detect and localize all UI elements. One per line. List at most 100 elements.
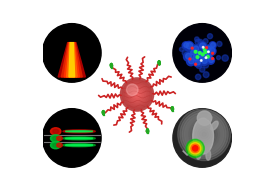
Ellipse shape (50, 128, 61, 135)
Circle shape (212, 52, 213, 54)
Circle shape (200, 51, 204, 55)
Circle shape (202, 46, 204, 48)
Circle shape (195, 125, 213, 143)
Circle shape (209, 48, 215, 53)
Ellipse shape (50, 135, 61, 142)
Circle shape (185, 43, 191, 49)
Circle shape (127, 84, 138, 96)
Circle shape (202, 52, 208, 57)
Circle shape (206, 54, 211, 59)
Circle shape (124, 81, 150, 108)
Circle shape (193, 123, 215, 145)
Circle shape (216, 56, 221, 60)
Circle shape (195, 74, 201, 80)
Polygon shape (61, 43, 82, 77)
Circle shape (200, 57, 208, 65)
Circle shape (193, 55, 198, 60)
Circle shape (198, 42, 207, 51)
Circle shape (130, 88, 144, 101)
Circle shape (189, 58, 191, 60)
Circle shape (178, 108, 230, 160)
Circle shape (193, 46, 199, 51)
Ellipse shape (57, 143, 62, 147)
Circle shape (198, 39, 203, 44)
Circle shape (202, 132, 206, 136)
Circle shape (209, 42, 216, 49)
Circle shape (205, 52, 210, 57)
Circle shape (205, 57, 207, 58)
Circle shape (134, 91, 140, 98)
Circle shape (194, 50, 197, 53)
Circle shape (42, 109, 101, 167)
Circle shape (201, 49, 209, 57)
Circle shape (200, 130, 209, 139)
Circle shape (204, 45, 212, 53)
Circle shape (222, 55, 228, 61)
Circle shape (207, 57, 215, 64)
Circle shape (184, 43, 189, 47)
Circle shape (127, 84, 147, 105)
Circle shape (186, 43, 193, 49)
Circle shape (198, 51, 203, 55)
Ellipse shape (65, 131, 93, 132)
Circle shape (197, 60, 204, 66)
Circle shape (129, 86, 145, 103)
Circle shape (198, 52, 201, 54)
Circle shape (120, 78, 154, 111)
Circle shape (203, 72, 209, 77)
Circle shape (207, 55, 209, 58)
Circle shape (200, 43, 206, 49)
Circle shape (203, 39, 208, 44)
Circle shape (201, 60, 202, 61)
Circle shape (203, 63, 209, 68)
Circle shape (187, 57, 195, 66)
Ellipse shape (193, 118, 213, 154)
Ellipse shape (53, 136, 59, 140)
Ellipse shape (53, 143, 59, 147)
Polygon shape (69, 43, 75, 77)
Ellipse shape (63, 144, 95, 147)
Circle shape (189, 49, 196, 57)
Circle shape (122, 80, 152, 109)
Circle shape (198, 53, 206, 61)
Ellipse shape (211, 121, 218, 130)
Circle shape (206, 46, 211, 51)
Circle shape (191, 47, 193, 49)
Circle shape (191, 50, 196, 55)
Ellipse shape (196, 149, 201, 159)
Circle shape (209, 58, 213, 63)
Circle shape (190, 44, 196, 50)
Circle shape (207, 34, 213, 39)
Circle shape (187, 117, 222, 152)
Circle shape (195, 37, 199, 41)
Circle shape (198, 128, 211, 141)
Circle shape (212, 58, 213, 60)
Circle shape (204, 51, 207, 53)
Circle shape (132, 90, 142, 99)
Circle shape (193, 59, 201, 67)
Circle shape (202, 58, 207, 64)
Circle shape (200, 50, 206, 56)
Circle shape (193, 146, 198, 151)
Circle shape (205, 53, 212, 60)
Circle shape (200, 67, 205, 72)
Polygon shape (58, 43, 85, 77)
Circle shape (191, 144, 199, 153)
Circle shape (206, 47, 207, 49)
Circle shape (195, 39, 201, 45)
Circle shape (189, 119, 219, 149)
Circle shape (203, 48, 206, 51)
Circle shape (196, 56, 199, 58)
Circle shape (207, 47, 216, 55)
Circle shape (188, 141, 202, 156)
Circle shape (42, 24, 101, 82)
Ellipse shape (65, 138, 93, 139)
Circle shape (208, 51, 209, 53)
Ellipse shape (57, 136, 62, 140)
Circle shape (197, 111, 212, 125)
Circle shape (200, 54, 205, 59)
Ellipse shape (63, 137, 95, 140)
Circle shape (195, 50, 204, 60)
Circle shape (184, 41, 194, 51)
Circle shape (189, 58, 194, 64)
